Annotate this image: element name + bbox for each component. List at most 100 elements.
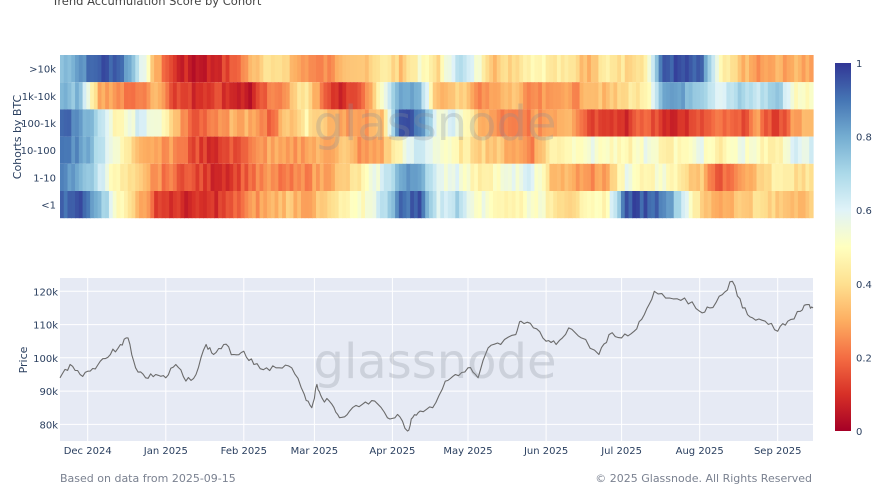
heatmap-cell (349, 109, 355, 137)
heatmap-cell (492, 109, 498, 137)
heatmap-cell (809, 136, 814, 164)
heatmap-cell (338, 82, 343, 110)
heatmap-cell (654, 163, 660, 191)
heatmap-cell (225, 163, 231, 191)
heatmap-cell (86, 82, 91, 110)
heatmap-cell (594, 109, 599, 137)
heatmap-cell (809, 163, 814, 191)
heatmap-cell (534, 109, 539, 137)
heatmap-cell (436, 82, 441, 110)
heatmap-cell (752, 163, 758, 191)
heatmap-cell (172, 163, 178, 191)
heatmap-cell (282, 55, 287, 83)
heatmap-cell (203, 82, 208, 110)
heatmap-cell (361, 55, 366, 83)
heatmap-cell (90, 191, 95, 219)
heatmap-cell (790, 163, 795, 191)
heatmap-cell (218, 55, 223, 83)
heatmap-cell (229, 109, 234, 137)
heatmap-cell (255, 82, 261, 110)
heatmap-cell (71, 82, 76, 110)
heatmap-cell (176, 163, 182, 191)
heatmap-cell (259, 109, 264, 137)
heatmap-cell (764, 55, 769, 83)
heatmap-cell (86, 163, 91, 191)
heatmap-cell (730, 163, 735, 191)
heatmap-cell (477, 109, 483, 137)
heatmap-cell (553, 191, 558, 219)
heatmap-cell (658, 55, 663, 83)
heatmap-cell (255, 55, 261, 83)
heatmap-cell (432, 55, 438, 83)
heatmap-cell (236, 163, 242, 191)
heatmap-cell (357, 82, 362, 110)
heatmap-cell (353, 55, 359, 83)
heatmap-cell (477, 191, 483, 219)
heatmap-cell (135, 82, 140, 110)
heatmap-cell (447, 109, 453, 137)
heatmap-cell (485, 82, 490, 110)
heatmap-cell (805, 136, 810, 164)
heatmap-cell (677, 163, 682, 191)
heatmap-cell (605, 163, 611, 191)
heatmap-cell (730, 109, 735, 137)
heatmap-cell (508, 109, 513, 137)
heatmap-cell (545, 191, 551, 219)
heatmap-cell (782, 136, 788, 164)
heatmap-cell (790, 191, 795, 219)
heatmap-cell (782, 82, 788, 110)
heatmap-cell (760, 191, 765, 219)
heatmap-cell (417, 109, 423, 137)
price-y-tick-label: 100k (33, 354, 58, 365)
heatmap-cell (236, 136, 242, 164)
heatmap-cell (602, 136, 607, 164)
heatmap-cell (387, 55, 392, 83)
heatmap-cell (263, 191, 268, 219)
heatmap-cell (587, 82, 592, 110)
heatmap-cell (101, 163, 106, 191)
heatmap-cell (372, 191, 377, 219)
heatmap-cell (726, 109, 731, 137)
heatmap-cell (703, 82, 709, 110)
heatmap-cell (289, 163, 295, 191)
heatmap-cell (285, 82, 291, 110)
heatmap-cell (771, 163, 776, 191)
heatmap-cell (508, 191, 513, 219)
heatmap-cell (598, 109, 603, 137)
heatmap-cell (508, 82, 513, 110)
heatmap-cell (124, 163, 129, 191)
heatmap-cell (515, 82, 520, 110)
heatmap-cell (184, 109, 189, 137)
heatmap-cell (172, 82, 178, 110)
heatmap-cell (252, 55, 257, 83)
heatmap-cell (590, 109, 596, 137)
heatmap-cell (417, 55, 423, 83)
heatmap-cell (372, 136, 377, 164)
heatmap-cell (579, 163, 584, 191)
heatmap-cell (308, 136, 313, 164)
heatmap-cell (440, 109, 445, 137)
heatmap-cell (440, 136, 445, 164)
heatmap-cell (481, 163, 487, 191)
heatmap-cell (252, 109, 257, 137)
heatmap-cell (523, 191, 528, 219)
heatmap-cell (270, 163, 276, 191)
heatmap-cell (376, 55, 381, 83)
heatmap-cell (669, 55, 675, 83)
heatmap-cell (436, 136, 441, 164)
heatmap-cell (316, 191, 321, 219)
heatmap-cell (101, 82, 106, 110)
heatmap-cell (413, 82, 419, 110)
heatmap-cell (180, 191, 185, 219)
heatmap-cell (233, 163, 238, 191)
heatmap-cell (334, 191, 340, 219)
heatmap-cell (790, 109, 795, 137)
heatmap-cell (105, 55, 110, 83)
heatmap-cell (797, 109, 803, 137)
heatmap-cell (459, 55, 464, 83)
heatmap-cell (805, 82, 810, 110)
heatmap-cell (67, 191, 72, 219)
heatmap-cell (101, 191, 106, 219)
heatmap-cell (199, 163, 204, 191)
heatmap-cell (715, 109, 720, 137)
